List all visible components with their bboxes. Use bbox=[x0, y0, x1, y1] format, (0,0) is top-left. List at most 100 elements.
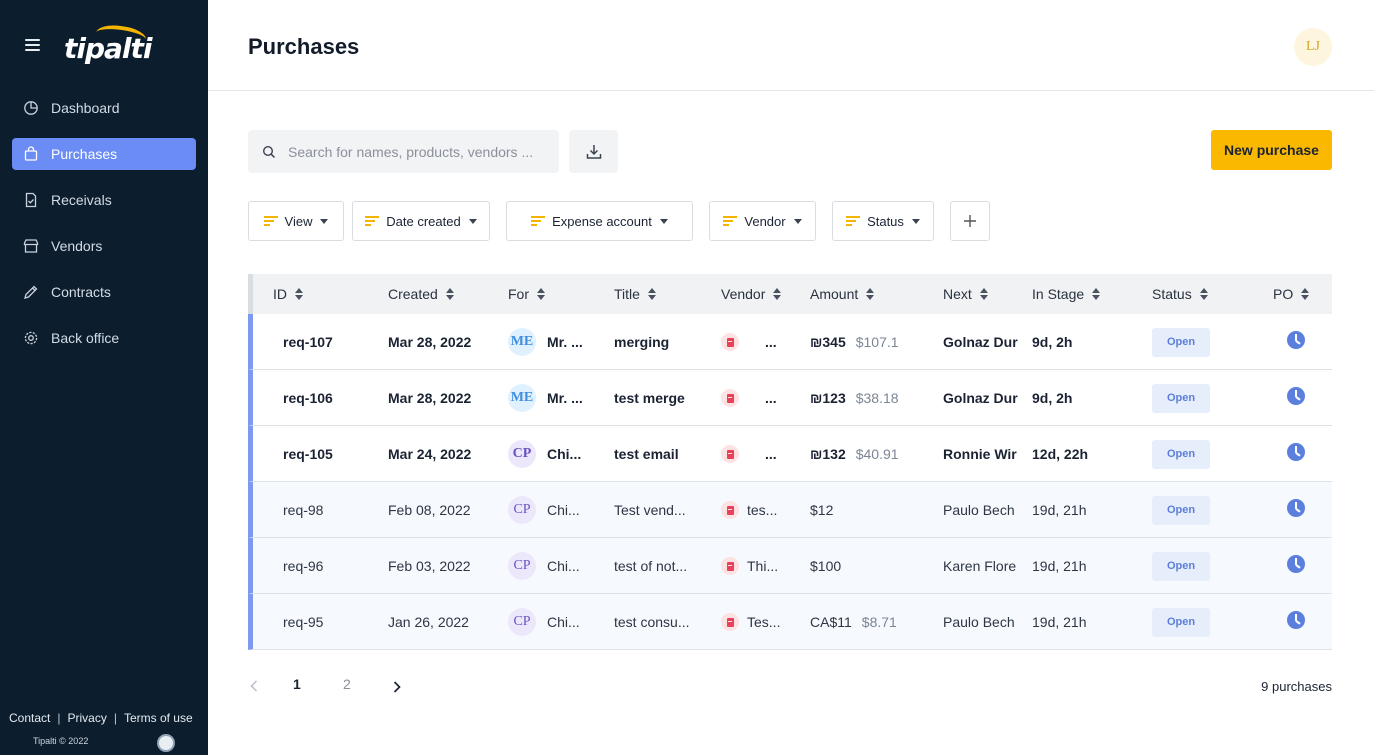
clock-icon[interactable] bbox=[1287, 331, 1305, 349]
cell-title: merging bbox=[614, 334, 670, 350]
sidebar-item-back-office[interactable]: Back office bbox=[12, 322, 196, 354]
cell-next: Golnaz Dur bbox=[943, 334, 1018, 350]
column-header-status[interactable]: Status bbox=[1152, 274, 1208, 314]
column-header-next[interactable]: Next bbox=[943, 274, 988, 314]
clock-icon[interactable] bbox=[1287, 611, 1305, 629]
status-badge: Open bbox=[1152, 495, 1210, 525]
cell-created: Feb 08, 2022 bbox=[388, 502, 471, 518]
language-globe-icon[interactable] bbox=[157, 734, 175, 752]
cell-created: Jan 26, 2022 bbox=[388, 614, 469, 630]
cell-title: test email bbox=[614, 446, 679, 462]
page-1-button[interactable]: 1 bbox=[293, 676, 301, 692]
clock-icon[interactable] bbox=[1287, 555, 1305, 573]
footer-links: Contact | Privacy | Terms of use bbox=[9, 711, 193, 725]
amount-value: CA$11 bbox=[810, 614, 852, 630]
table-row[interactable]: req-95 Jan 26, 2022 CP Chi... test consu.… bbox=[248, 594, 1332, 650]
column-header-po[interactable]: PO bbox=[1273, 274, 1310, 314]
sort-icon bbox=[773, 288, 782, 300]
search-box[interactable] bbox=[248, 130, 559, 173]
contact-link[interactable]: Contact bbox=[9, 711, 51, 725]
column-label: ID bbox=[273, 286, 287, 302]
table-row[interactable]: req-106 Mar 28, 2022 ME Mr. ... test merg… bbox=[248, 370, 1332, 426]
search-input[interactable] bbox=[288, 143, 548, 160]
cell-po bbox=[1287, 538, 1305, 594]
filter-label: Status bbox=[867, 213, 904, 229]
cell-for: ME Mr. ... bbox=[508, 370, 588, 426]
vendor-doc-icon bbox=[721, 501, 739, 519]
cell-vendor: tes... bbox=[721, 482, 791, 538]
column-header-created[interactable]: Created bbox=[388, 274, 454, 314]
table-row[interactable]: req-105 Mar 24, 2022 CP Chi... test email… bbox=[248, 426, 1332, 482]
amount-converted: $8.71 bbox=[861, 614, 897, 630]
expense-account-filter[interactable]: Expense account bbox=[506, 201, 693, 241]
cell-in-stage: 9d, 2h bbox=[1032, 390, 1073, 406]
table-row[interactable]: req-98 Feb 08, 2022 CP Chi... Test vend..… bbox=[248, 482, 1332, 538]
next-page-button[interactable] bbox=[392, 680, 402, 697]
sidebar-item-vendors[interactable]: Vendors bbox=[12, 230, 196, 262]
sidebar-item-label: Receivals bbox=[51, 192, 112, 208]
page-title: Purchases bbox=[248, 34, 360, 59]
column-label: PO bbox=[1273, 286, 1294, 302]
requester-name: Chi... bbox=[547, 446, 582, 462]
table-row[interactable]: req-96 Feb 03, 2022 CP Chi... test of not… bbox=[248, 538, 1332, 594]
cell-id: req-98 bbox=[283, 502, 324, 518]
user-avatar[interactable]: LJ bbox=[1294, 28, 1332, 66]
cell-for: CP Chi... bbox=[508, 538, 588, 594]
table-row[interactable]: req-107 Mar 28, 2022 ME Mr. ... merging .… bbox=[248, 314, 1332, 370]
column-header-vendor[interactable]: Vendor bbox=[721, 274, 782, 314]
new-purchase-button[interactable]: New purchase bbox=[1211, 130, 1332, 170]
cell-po bbox=[1287, 314, 1305, 370]
table-header: ID Created For Title Vendor Amount Next … bbox=[248, 274, 1332, 314]
sort-icon bbox=[866, 288, 875, 300]
column-header-title[interactable]: Title bbox=[614, 274, 656, 314]
sidebar-item-purchases[interactable]: Purchases bbox=[12, 138, 196, 170]
chevron-down-icon bbox=[911, 218, 920, 224]
cell-created: Feb 03, 2022 bbox=[388, 558, 471, 574]
column-label: Title bbox=[614, 286, 640, 302]
chevron-down-icon bbox=[659, 218, 668, 224]
requester-name: Chi... bbox=[547, 614, 580, 630]
sidebar-item-receivals[interactable]: Receivals bbox=[12, 184, 196, 216]
menu-icon[interactable] bbox=[25, 39, 40, 51]
clock-icon[interactable] bbox=[1287, 499, 1305, 517]
cell-created: Mar 28, 2022 bbox=[388, 390, 472, 406]
filter-icon bbox=[846, 216, 861, 226]
clock-icon[interactable] bbox=[1287, 387, 1305, 405]
amount-value: $100 bbox=[810, 558, 842, 574]
cell-for: ME Mr. ... bbox=[508, 314, 588, 370]
cell-po bbox=[1287, 594, 1305, 650]
sidebar-item-label: Purchases bbox=[51, 146, 118, 162]
amount-value: ₪132 bbox=[810, 446, 846, 462]
column-header-amount[interactable]: Amount bbox=[810, 274, 875, 314]
cell-status: Open bbox=[1152, 482, 1210, 538]
sidebar-item-contracts[interactable]: Contracts bbox=[12, 276, 196, 308]
date-created-filter[interactable]: Date created bbox=[352, 201, 490, 241]
column-header-for[interactable]: For bbox=[508, 274, 545, 314]
previous-page-button[interactable] bbox=[249, 679, 259, 696]
sidebar-item-label: Dashboard bbox=[51, 100, 120, 116]
vendor-name: ... bbox=[765, 390, 777, 406]
cell-for: CP Chi... bbox=[508, 426, 588, 482]
terms-link[interactable]: Terms of use bbox=[123, 711, 193, 725]
requester-avatar: ME bbox=[508, 328, 536, 356]
column-header-id[interactable]: ID bbox=[273, 274, 303, 314]
clock-icon[interactable] bbox=[1287, 443, 1305, 461]
vendor-filter[interactable]: Vendor bbox=[709, 201, 816, 241]
requester-name: Chi... bbox=[547, 502, 580, 518]
cell-id: req-107 bbox=[283, 334, 333, 350]
requester-name: Chi... bbox=[547, 558, 580, 574]
vendor-name: ... bbox=[765, 334, 777, 350]
cell-vendor: ... bbox=[721, 314, 791, 370]
view-filter[interactable]: View bbox=[248, 201, 344, 241]
cell-po bbox=[1287, 482, 1305, 538]
privacy-link[interactable]: Privacy bbox=[67, 711, 107, 725]
cell-status: Open bbox=[1152, 370, 1210, 426]
status-filter[interactable]: Status bbox=[832, 201, 934, 241]
add-filter-button[interactable] bbox=[950, 201, 990, 241]
column-header-in-stage[interactable]: In Stage bbox=[1032, 274, 1101, 314]
sidebar-item-dashboard[interactable]: Dashboard bbox=[12, 92, 196, 124]
tipalti-logo[interactable]: tipalti bbox=[64, 22, 154, 66]
cell-created: Mar 24, 2022 bbox=[388, 446, 472, 462]
page-2-button[interactable]: 2 bbox=[343, 676, 351, 692]
download-button[interactable] bbox=[569, 130, 618, 173]
